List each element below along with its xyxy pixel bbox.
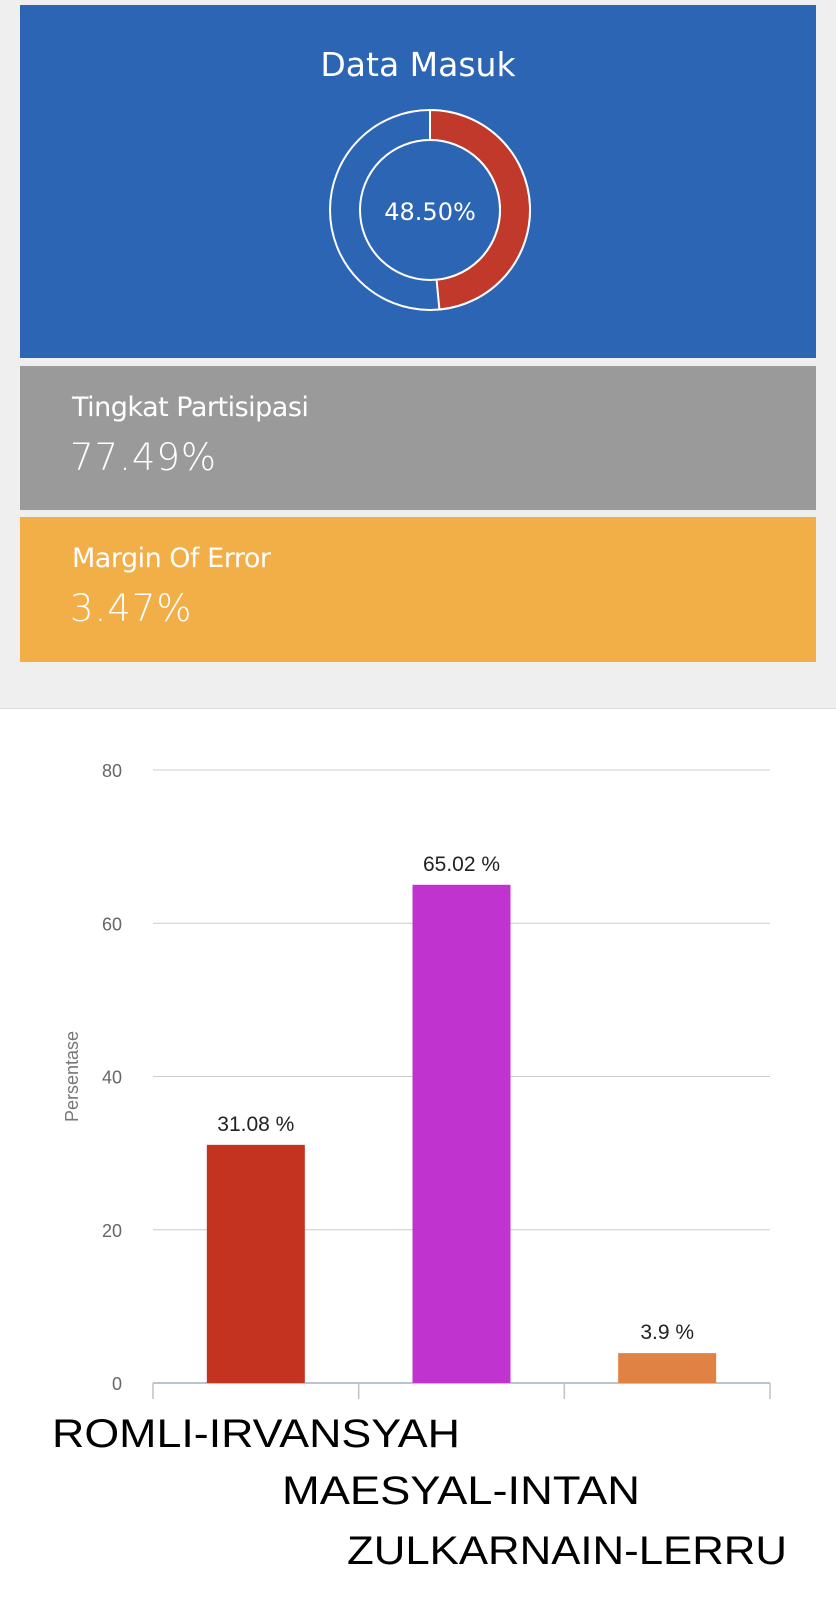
bar-data-label: 65.02 % (423, 853, 500, 876)
margin-card: Margin Of Error 3.47% (20, 517, 816, 662)
partisipasi-value: 77.49% (70, 436, 218, 479)
y-tick-label: 80 (102, 761, 122, 781)
y-tick-label: 0 (112, 1374, 122, 1394)
y-tick-label: 60 (102, 914, 122, 934)
data-masuk-percent: 48.50% (384, 198, 476, 226)
bar-data-label: 31.08 % (217, 1113, 294, 1136)
bar-zulkarnain-lerru (618, 1353, 717, 1383)
summary-section: Data Masuk 48.50% Tingkat Partisipasi 77… (0, 0, 836, 709)
data-masuk-donut: 48.50% (329, 108, 531, 311)
x-category-label: ROMLI-IRVANSYAH (52, 1412, 460, 1456)
data-masuk-title: Data Masuk (320, 45, 516, 84)
donut-inner-ring (359, 139, 501, 281)
bar-data-label: 3.9 % (640, 1321, 694, 1344)
bar-maesyal-intan (412, 884, 511, 1383)
partisipasi-label: Tingkat Partisipasi (72, 392, 309, 423)
data-masuk-card: Data Masuk 48.50% (20, 5, 816, 358)
bar-chart: 0 20 40 60 80 Persentase 31.08 % ROMLI-IRVANSYA… (52, 761, 787, 1573)
partisipasi-card: Tingkat Partisipasi 77.49% (20, 366, 816, 510)
x-category-label: ZULKARNAIN-LERRU (347, 1529, 787, 1573)
y-tick-label: 40 (102, 1068, 122, 1088)
x-category-label: MAESYAL-INTAN (282, 1469, 640, 1513)
margin-label: Margin Of Error (72, 543, 271, 574)
bar-romli-irvansyah (206, 1144, 305, 1383)
y-axis-label: Persentase (62, 1031, 82, 1122)
margin-value: 3.47% (70, 587, 193, 630)
y-tick-label: 20 (102, 1221, 122, 1241)
